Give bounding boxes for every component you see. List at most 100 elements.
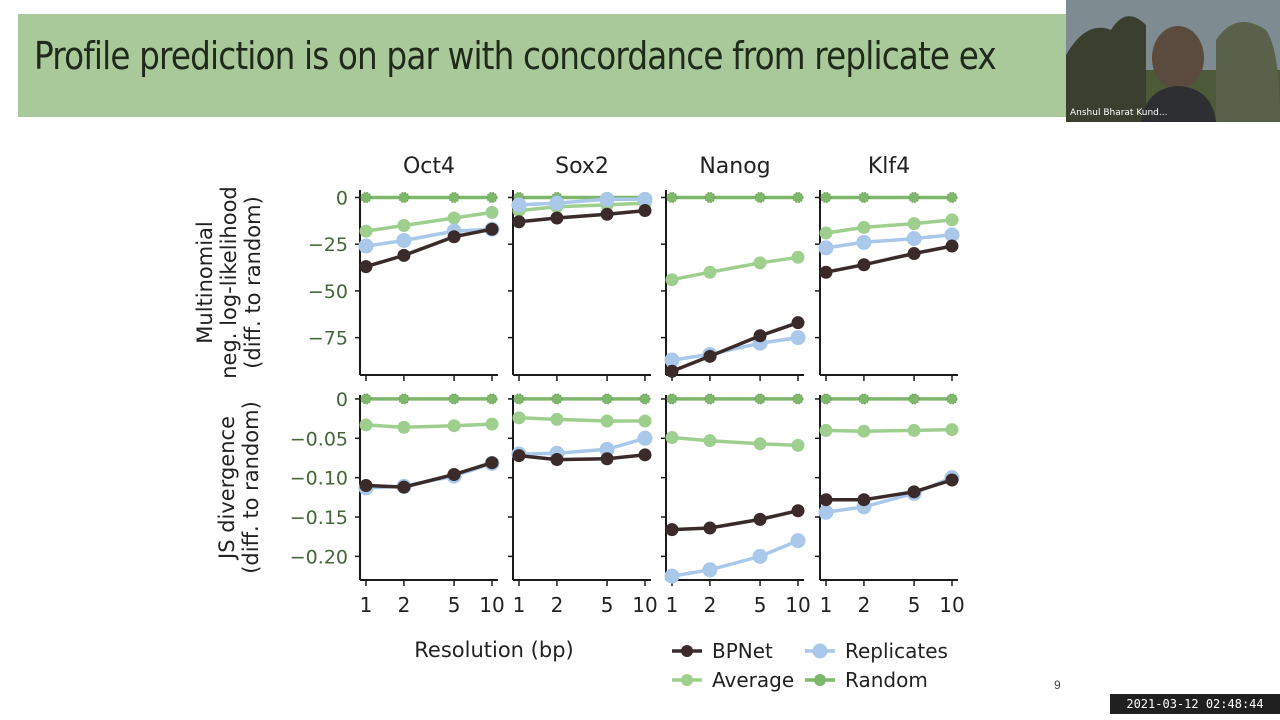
series-line-bpnet <box>671 508 799 532</box>
point-replicates <box>396 232 412 248</box>
y-tick-label: −0.05 <box>290 428 348 450</box>
point-random <box>908 191 920 203</box>
point-average <box>359 224 373 238</box>
point-random <box>486 393 498 405</box>
y-tick-label: −0.10 <box>290 468 348 490</box>
point-bpnet <box>600 207 614 221</box>
point-random <box>666 191 678 203</box>
point-bpnet <box>753 512 767 526</box>
point-bpnet <box>447 468 461 482</box>
y-tick-label: 0 <box>336 389 348 411</box>
point-random <box>754 393 766 405</box>
point-random <box>858 191 870 203</box>
series-line-replicates <box>518 436 646 456</box>
y-tick-label: −25 <box>308 234 348 256</box>
point-average <box>600 414 614 428</box>
point-replicates <box>549 195 565 211</box>
point-bpnet <box>638 448 652 462</box>
point-replicates <box>637 430 653 446</box>
point-replicates <box>752 548 768 564</box>
point-replicates <box>702 562 718 578</box>
legend-marker-bpnet <box>681 645 693 657</box>
series-line-bpnet <box>518 453 646 462</box>
point-replicates <box>599 441 615 457</box>
x-tick-label: 2 <box>398 593 411 617</box>
point-average <box>791 438 805 452</box>
point-random <box>601 393 613 405</box>
x-tick-label: 5 <box>908 593 921 617</box>
series-line-bpnet <box>671 321 799 373</box>
panel-title-oct4: Oct4 <box>403 154 455 179</box>
legend-marker-replicates <box>812 643 828 659</box>
point-random <box>792 191 804 203</box>
y-tick-label: −75 <box>308 328 348 350</box>
x-tick-label: 10 <box>632 593 657 617</box>
point-average <box>397 219 411 233</box>
point-average <box>819 423 833 437</box>
point-random <box>858 393 870 405</box>
point-replicates <box>511 197 527 213</box>
point-random <box>639 393 651 405</box>
point-bpnet <box>945 239 959 253</box>
point-random <box>486 191 498 203</box>
point-bpnet <box>819 265 833 279</box>
point-bpnet <box>703 521 717 535</box>
point-replicates <box>790 330 806 346</box>
point-replicates <box>358 238 374 254</box>
point-average <box>397 420 411 434</box>
webcam-thumbnail[interactable]: Anshul Bharat Kund... <box>1066 0 1280 122</box>
point-average <box>665 431 679 445</box>
point-bpnet <box>753 329 767 343</box>
point-average <box>753 437 767 451</box>
series-line-average <box>365 422 493 430</box>
x-tick-label: 5 <box>601 593 614 617</box>
point-random <box>448 393 460 405</box>
page-number: 9 <box>1054 678 1061 692</box>
point-average <box>485 205 499 219</box>
x-tick-label: 1 <box>666 593 679 617</box>
point-bpnet <box>819 493 833 507</box>
x-tick-label: 1 <box>360 593 373 617</box>
title-band: Profile prediction is on par with concor… <box>18 14 1068 117</box>
panel-title-nanog: Nanog <box>699 154 770 179</box>
point-average <box>512 411 526 425</box>
point-average <box>665 273 679 287</box>
point-random <box>666 393 678 405</box>
x-tick-label: 10 <box>939 593 964 617</box>
x-axis-label: Resolution (bp) <box>414 638 573 662</box>
point-bpnet <box>512 215 526 229</box>
participant-name: Anshul Bharat Kund... <box>1070 108 1168 118</box>
y-axis-label-line: Multinomial <box>193 221 217 343</box>
point-bpnet <box>907 247 921 261</box>
point-bpnet <box>512 449 526 463</box>
point-average <box>447 211 461 225</box>
legend-label-bpnet: BPNet <box>712 639 773 663</box>
webcam-video-frame <box>1066 0 1280 122</box>
point-bpnet <box>638 204 652 218</box>
point-bpnet <box>550 453 564 467</box>
point-bpnet <box>791 316 805 330</box>
point-random <box>946 393 958 405</box>
x-tick-label: 1 <box>820 593 833 617</box>
point-average <box>945 213 959 227</box>
series-line-average <box>671 435 799 448</box>
y-axis-label-line: (diff. to random) <box>241 196 265 369</box>
series-line-replicates <box>365 227 493 248</box>
point-bpnet <box>857 493 871 507</box>
legend-label-random: Random <box>845 668 928 692</box>
series-line-average <box>825 427 953 433</box>
point-replicates <box>599 191 615 207</box>
series-line-average <box>365 210 493 233</box>
x-tick-label: 5 <box>448 593 461 617</box>
series-line-replicates <box>518 197 645 207</box>
point-random <box>513 393 525 405</box>
point-bpnet <box>485 456 499 470</box>
point-random <box>704 191 716 203</box>
legend-marker-random <box>814 674 826 686</box>
point-bpnet <box>600 452 614 466</box>
point-bpnet <box>397 248 411 262</box>
point-replicates <box>790 533 806 549</box>
point-average <box>791 250 805 264</box>
x-tick-label: 5 <box>754 593 767 617</box>
